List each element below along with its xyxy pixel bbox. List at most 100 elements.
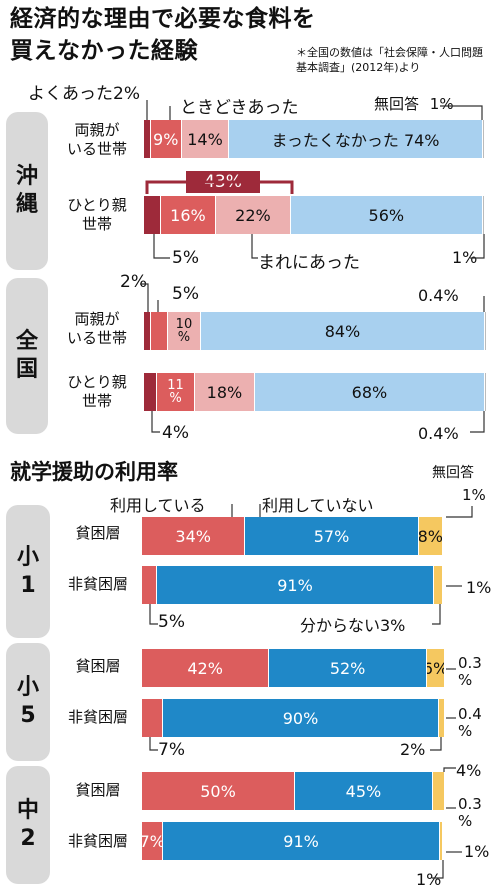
bar-segment-sometimes: 9% (150, 120, 182, 158)
bar-segment-rarely: 10% (167, 312, 202, 350)
bar-segment-unknown: 8% (418, 517, 443, 555)
legend-rarely: まれにあった (258, 253, 360, 273)
note-national-two-sometimes: 5% (172, 284, 199, 304)
aid-label-g1-poor: 貧困層 (75, 524, 121, 542)
row-label-okinawa-single-parent: ひとり親 世帯 (67, 196, 127, 233)
legend-sometimes: ときどきあった (180, 98, 299, 118)
bar-segment-not-using: 45% (295, 772, 433, 810)
aid-note-g8-poor-unknown: 4% (456, 761, 482, 780)
leader-national-single-noanswer (470, 411, 485, 433)
bar-segment-never: まったくなかった 74% (229, 120, 483, 158)
bar-segment-often (144, 312, 151, 350)
bar-segment-noanswer (442, 822, 446, 860)
bar-segment-rarely: 18% (194, 373, 256, 411)
aid-bar-g8-poor: 50% 45% (142, 772, 446, 810)
bar-segment-sometimes: 11% (157, 373, 195, 411)
food-title-line1: 経済的な理由で必要な食料を (10, 6, 316, 32)
bar-segment-never: 68% (255, 373, 485, 411)
aid-label-g1-nonpoor: 非貧困層 (67, 575, 128, 593)
aid-note-g8-nonpoor-unknown: 1% (416, 870, 442, 889)
bar-segment-noanswer (484, 312, 486, 350)
bar-segment-noanswer (445, 649, 446, 687)
aid-note-g5-nonpoor-using: 7% (158, 740, 185, 760)
bar-segment-using (142, 566, 158, 604)
legend-not-using: 利用していない (262, 496, 374, 515)
bar-segment-noanswer (444, 699, 446, 737)
note-national-single-often: 4% (162, 423, 189, 443)
bar-segment-unknown (432, 772, 446, 810)
aid-note-g8-nonpoor-noanswer: 1% (464, 842, 490, 861)
legend-often: よくあった2% (28, 84, 140, 104)
bar-segment-often (144, 120, 151, 158)
food-source-note: ＊全国の数値は「社会保障・人口問題 基本調査」(2012年)より (296, 46, 483, 74)
bar-segment-unknown (438, 699, 445, 737)
legend-noanswer-value: 1% (429, 95, 454, 113)
note-national-two-often: 2% (120, 272, 147, 292)
bar-segment-unknown (433, 566, 443, 604)
row-label-national-two-parent: 両親が いる世帯 (66, 310, 127, 347)
bar-segment-noanswer (445, 772, 446, 810)
food-bar-national-two-parent: 10% 84% (144, 312, 486, 350)
bar-segment-using: 7% (142, 822, 164, 860)
bar-segment-not-using: 91% (163, 822, 440, 860)
region-national-label: 全国 (15, 329, 38, 382)
bar-segment-noanswer (442, 517, 446, 555)
food-bar-okinawa-single-parent: 16% 22% 56% (144, 196, 486, 234)
aid-label-g5-nonpoor: 非貧困層 (67, 708, 128, 726)
legend-aid-noanswer: 無回答 (432, 465, 474, 481)
bar-segment-often (144, 373, 158, 411)
leader-national-single-often (151, 411, 160, 433)
aid-note-g5-nonpoor-unknown: 2% (400, 740, 426, 759)
bar-segment-using: 50% (142, 772, 296, 810)
bar-segment-sometimes: 16% (161, 196, 216, 234)
aid-bar-g1-poor: 34% 57% 8% (142, 517, 446, 555)
note-okinawa-single-often: 5% (172, 248, 199, 268)
aid-note-g5-poor-noanswer: 0.3 % (458, 654, 482, 689)
aid-bar-g5-poor: 42%52%6% (142, 649, 446, 687)
note-national-two-noanswer: 0.4% (418, 286, 459, 305)
leader-g1-unknown (432, 604, 441, 625)
legend-unknown: 分からない3% (300, 616, 406, 635)
food-title-line2: 買えなかった経験 (10, 38, 198, 64)
bar-segment-not-using: 57% (245, 517, 419, 555)
leader-aid-noanswer (446, 506, 473, 518)
leader-g5-using (149, 737, 158, 751)
food-bar-okinawa-two-parent: 9% 14% まったくなかった 74% (144, 120, 486, 158)
bar-segment-never: 56% (291, 196, 483, 234)
leader-g1-using (149, 604, 158, 625)
bar-segment-noanswer (482, 196, 486, 234)
region-okinawa-label: 沖縄 (15, 164, 38, 217)
legend-noanswer: 無回答 1% (374, 93, 454, 114)
row-label-okinawa-two-parent: 両親が いる世帯 (66, 121, 127, 158)
bar-segment-noanswer (442, 566, 446, 604)
bar-segment-not-using: 90% (163, 699, 439, 737)
aid-label-g8-nonpoor: 非貧困層 (67, 832, 128, 850)
region-okinawa: 沖縄 (6, 112, 48, 270)
aid-note-g1-nonpoor-noanswer: 1% (466, 578, 492, 597)
aid-bar-g5-nonpoor: 90% (142, 699, 446, 737)
leader-single-often (153, 234, 170, 259)
aid-label-g5-poor: 貧困層 (75, 657, 121, 675)
food-bar-national-single-parent: 11% 18% 68% (144, 373, 486, 411)
aid-label-g8-poor: 貧困層 (75, 781, 121, 799)
bar-segment-using (142, 699, 164, 737)
bar-segment-unknown (439, 822, 443, 860)
aid-note-g1-nonpoor-using: 5% (158, 612, 185, 632)
bar-segment-rarely: 22% (215, 196, 292, 234)
bar-segment-sometimes (150, 312, 168, 350)
bar-segment-noanswer (484, 373, 486, 411)
bar-segment-often (144, 196, 162, 234)
bar-segment-noanswer (482, 120, 486, 158)
bar-segment-using: 42% (142, 649, 270, 687)
legend-aid-noanswer-value: 1% (462, 486, 486, 504)
legend-noanswer-text: 無回答 (374, 95, 420, 113)
aid-note-g5-nonpoor-noanswer: 0.4 % (458, 705, 482, 740)
aid-bar-g1-nonpoor: 91% (142, 566, 446, 604)
row-label-national-single-parent: ひとり親 世帯 (67, 373, 127, 410)
legend-using: 利用している (110, 496, 206, 515)
